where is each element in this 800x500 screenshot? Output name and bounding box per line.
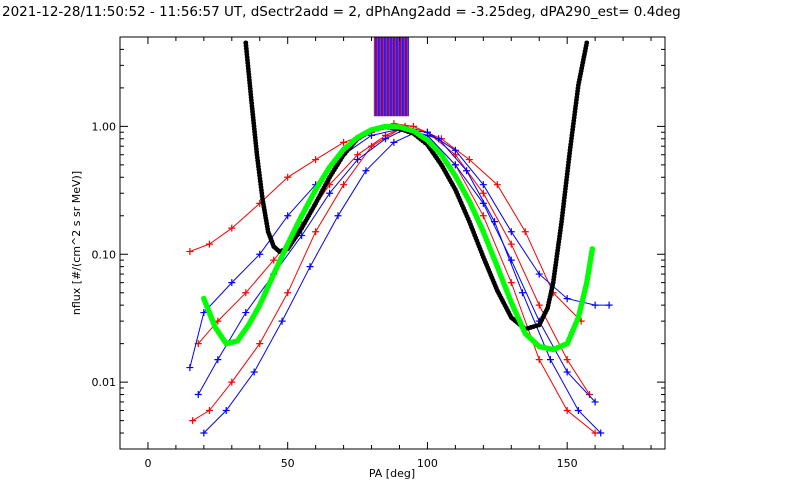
axes-layer: 0 50 100 150 0.01 0.10 1.00 [92,36,665,470]
data-point-blue [256,250,264,258]
data-point-blue [278,317,286,325]
data-point-blue [591,398,599,406]
data-point-red [465,156,473,164]
series-line-blue [189,128,610,368]
data-point-red [340,181,348,189]
y-tick-label: 0.10 [92,248,117,261]
data-point-blue [479,181,487,189]
data-point-red [189,417,197,425]
data-point-red [507,279,515,287]
data-point-red [270,256,278,264]
data-point-blue [334,212,342,220]
data-point-blue [186,364,194,372]
series-line-red [192,128,596,434]
data-point-blue [382,135,390,143]
data-layer [186,37,613,437]
data-point-blue [507,256,515,264]
fit-point-black [584,40,590,46]
data-point-blue [518,289,526,297]
x-tick-label: 0 [144,457,151,470]
data-point-red [340,138,348,146]
data-point-blue [591,301,599,309]
data-point-blue [368,131,376,139]
data-point-blue [242,309,250,317]
data-point-red [284,289,292,297]
data-point-red [205,240,213,248]
data-point-red [586,391,594,399]
data-point-blue [362,167,370,175]
data-point-red [368,142,376,150]
data-point-blue [597,429,605,437]
data-point-red [493,181,501,189]
data-point-blue [546,356,554,364]
data-point-blue [507,228,515,236]
x-tick-label: 150 [557,457,578,470]
data-point-red [186,248,194,256]
data-point-red [521,228,529,236]
data-point-red [479,212,487,220]
data-point-blue [194,391,202,399]
series-line-red [197,125,590,395]
data-point-red [256,340,264,348]
data-point-blue [390,138,398,146]
data-point-blue [574,407,582,415]
fit-point-green [589,246,596,252]
data-point-red [535,301,543,309]
data-point-blue [563,368,571,376]
data-point-red [507,240,515,248]
y-tick-label: 1.00 [92,120,117,133]
data-point-blue [535,270,543,278]
chart-title: 2021-12-28/11:50:52 - 11:56:57 UT, dSect… [2,4,681,20]
data-point-red [535,356,543,364]
data-point-blue [563,295,571,303]
data-point-blue [200,309,208,317]
plot-frame [119,36,666,450]
data-point-red [205,407,213,415]
data-point-blue [326,189,334,197]
x-axis-label: PA [deg] [369,467,415,480]
data-point-blue [451,146,459,154]
y-axis-label: nflux [#/(cm^2 s sr MeV)] [70,171,83,315]
data-point-blue [354,156,362,164]
data-point-red [284,173,292,181]
data-point-blue [435,135,443,143]
data-point-blue [228,279,236,287]
x-tick-label: 100 [417,457,438,470]
data-point-red [563,407,571,415]
data-point-blue [491,218,499,226]
data-point-blue [451,161,459,169]
data-point-red [228,378,236,386]
data-point-blue [306,263,314,271]
data-point-blue [284,212,292,220]
plot-area [186,37,613,437]
y-tick-label: 0.01 [92,376,117,389]
data-point-blue [463,167,471,175]
data-point-blue [605,301,613,309]
series-line-blue [197,128,596,403]
data-point-blue [214,356,222,364]
data-point-blue [222,407,230,415]
data-point-red [312,156,320,164]
data-point-red [228,224,236,232]
data-point-red [563,356,571,364]
x-tick-label: 50 [281,457,295,470]
data-point-blue [250,368,258,376]
data-point-red [312,228,320,236]
data-point-red [479,189,487,197]
series-line-blue [203,131,602,434]
data-point-red [242,289,250,297]
data-point-blue [200,429,208,437]
